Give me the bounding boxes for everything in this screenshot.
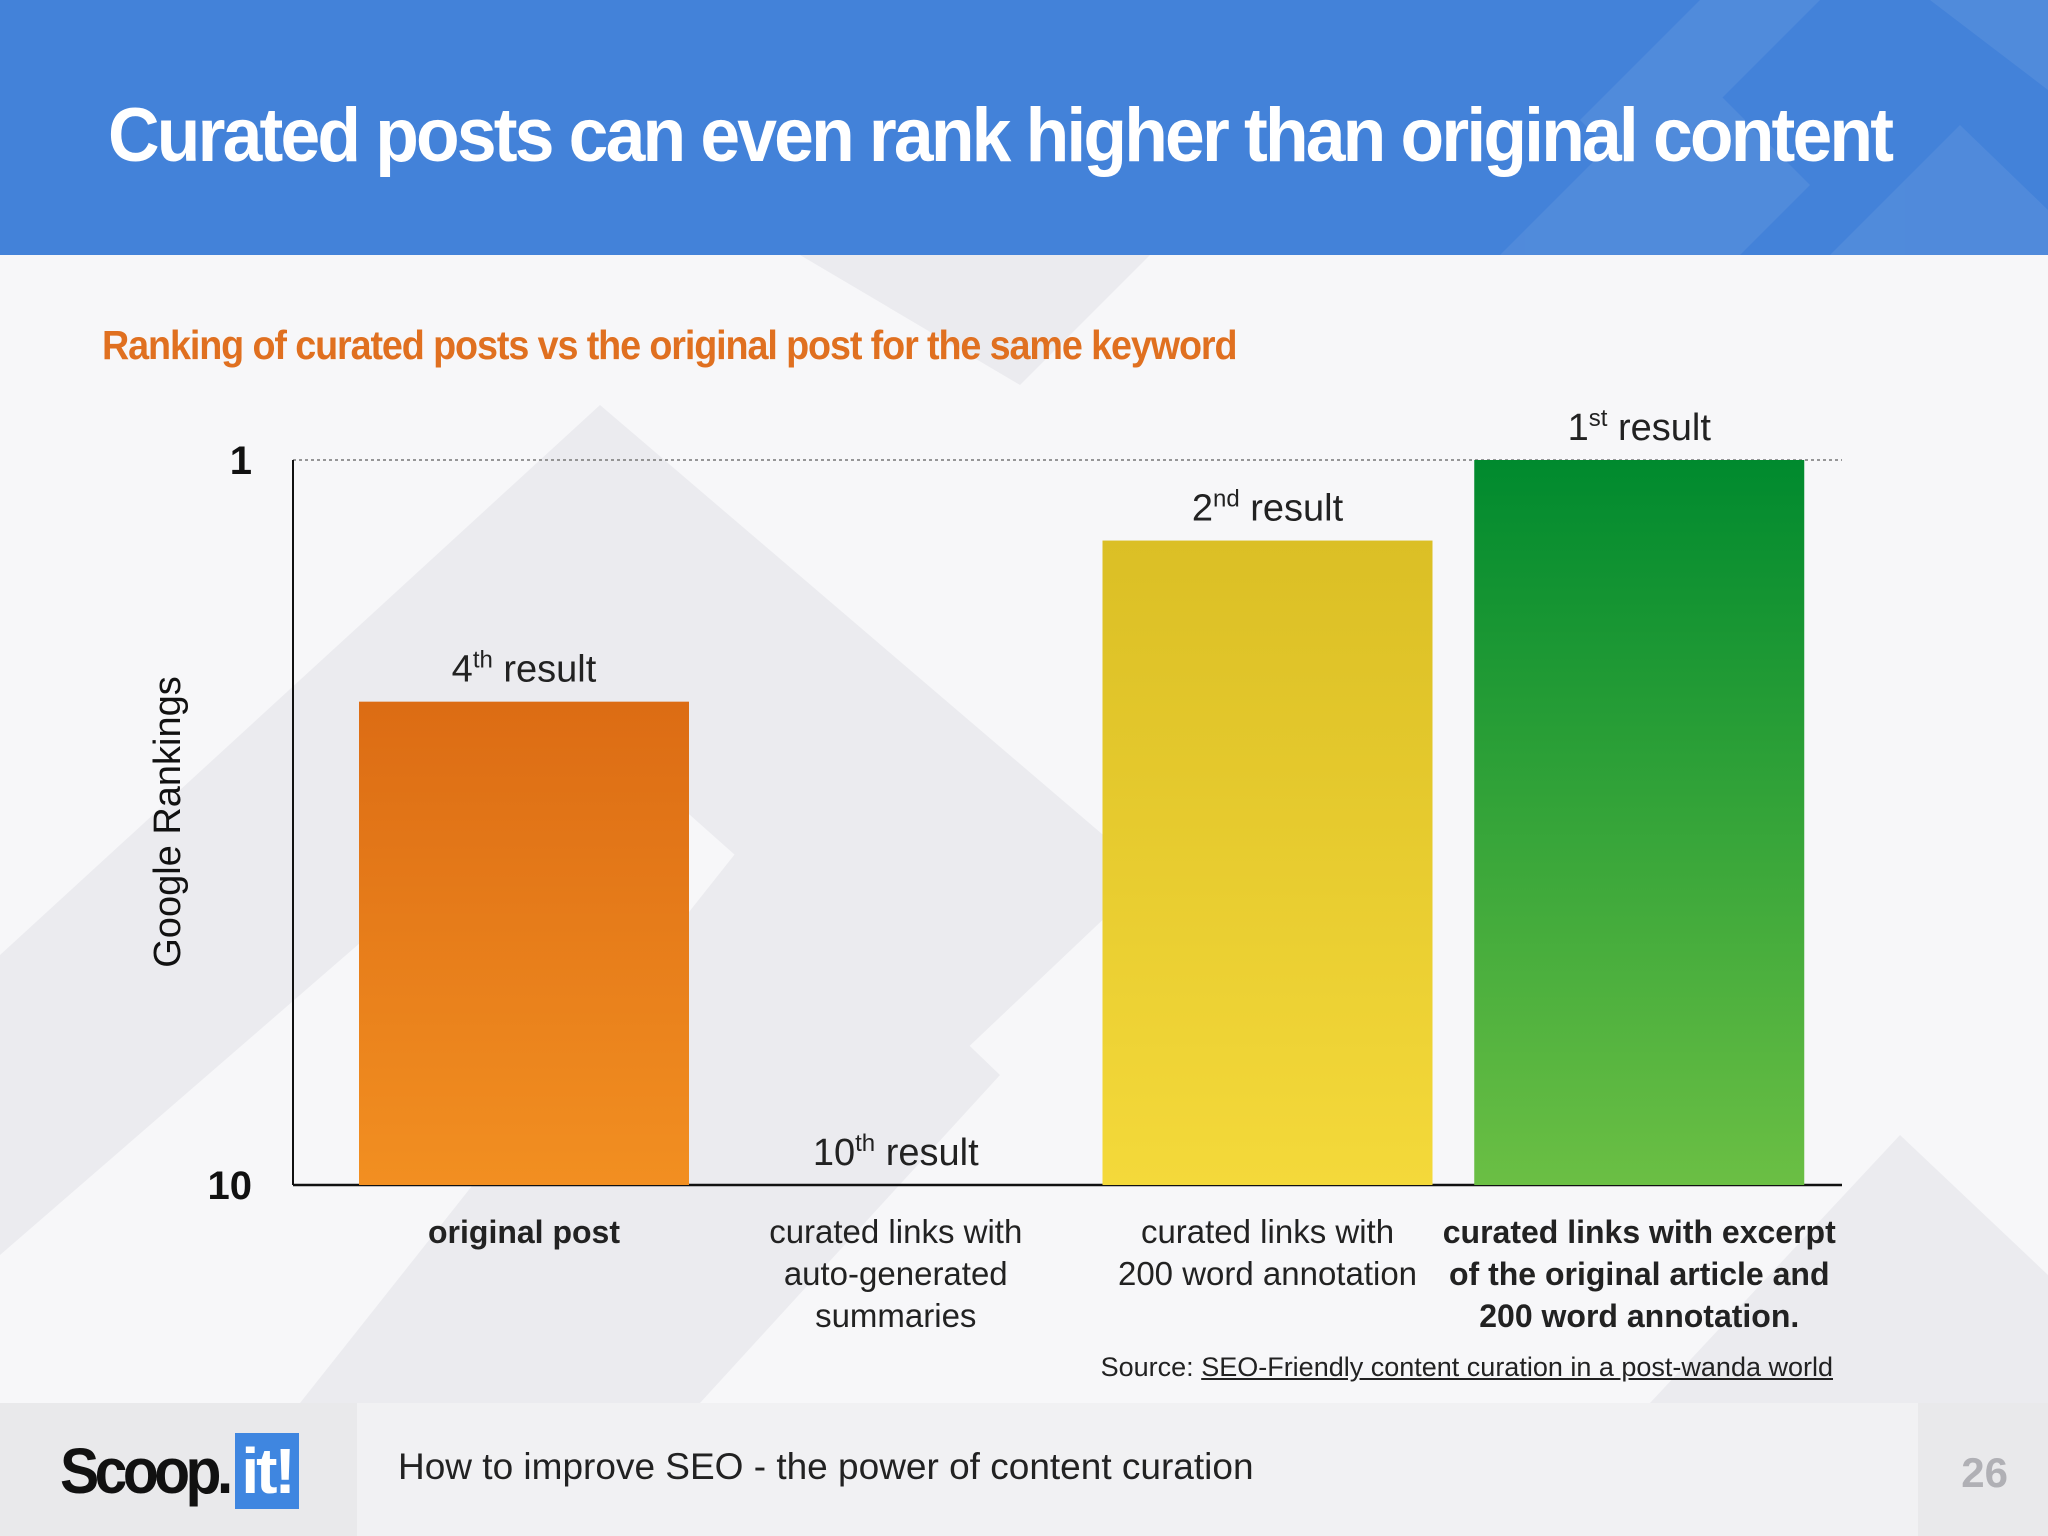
source-prefix: Source: bbox=[1100, 1352, 1202, 1382]
ranking-bar-chart: 1 10 Google Rankings 4th result original pos… bbox=[147, 405, 1842, 1334]
header-decoration bbox=[1500, 0, 2048, 255]
footer-presentation-title: How to improve SEO - the power of conten… bbox=[398, 1446, 1254, 1487]
source-note: Source: SEO-Friendly content curation in… bbox=[1101, 1352, 1833, 1383]
data-label: 4th result bbox=[452, 647, 597, 691]
chart-subtitle: Ranking of curated posts vs the original… bbox=[102, 322, 1238, 368]
header-banner: Curated posts can even rank higher than … bbox=[0, 0, 2048, 255]
footer-bar: Scoop. it! How to improve SEO - the power… bbox=[0, 1403, 2048, 1536]
y-axis-label: Google Rankings bbox=[147, 676, 189, 968]
y-tick-label: 1 bbox=[230, 439, 252, 483]
logo-badge: it! bbox=[235, 1433, 299, 1509]
source-link[interactable]: SEO-Friendly content curation in a post-… bbox=[1201, 1352, 1833, 1382]
data-label: 10th result bbox=[813, 1130, 979, 1174]
logo-area: Scoop. it! bbox=[0, 1403, 357, 1536]
page-number: 26 bbox=[1961, 1449, 2008, 1496]
data-label: 2nd result bbox=[1192, 486, 1344, 530]
x-category-label: curated links with auto-generated summarie… bbox=[769, 1213, 1022, 1334]
scoopit-logo[interactable]: Scoop. it! bbox=[60, 1433, 299, 1509]
data-label: 1st result bbox=[1568, 405, 1712, 449]
bar-4 bbox=[1474, 460, 1805, 1185]
y-tick-label: 10 bbox=[208, 1164, 253, 1208]
bar-1 bbox=[359, 701, 689, 1185]
logo-wordmark: Scoop. bbox=[60, 1435, 233, 1507]
slide-title: Curated posts can even rank higher than … bbox=[108, 93, 1894, 178]
x-category-label: curated links with excerpt of the origina… bbox=[1443, 1214, 1836, 1334]
x-category-label: curated links with 200 word annotation bbox=[1118, 1213, 1417, 1292]
bar-3 bbox=[1102, 540, 1433, 1185]
x-category-label: original post bbox=[428, 1214, 620, 1250]
page-number-area: 26 bbox=[1918, 1403, 2048, 1536]
